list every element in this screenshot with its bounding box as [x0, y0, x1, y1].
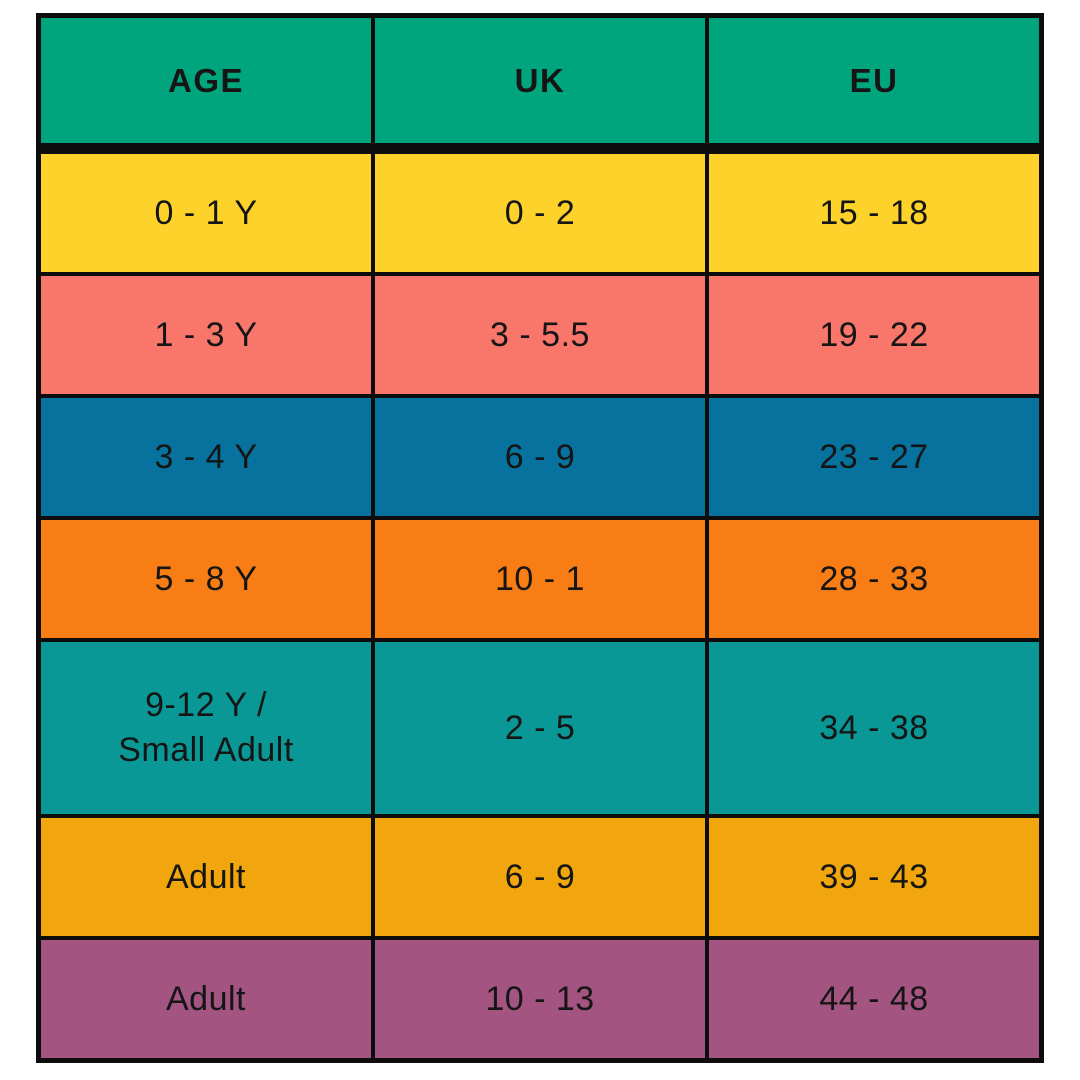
eu-cell: 28 - 33: [705, 520, 1039, 638]
uk-cell: 6 - 9: [371, 818, 705, 936]
column-header-age: AGE: [167, 61, 244, 99]
eu-cell: 19 - 22: [705, 276, 1039, 394]
eu-cell: 15 - 18: [705, 154, 1039, 272]
age-cell: 3 - 4 Y: [154, 437, 258, 476]
age-cell: 1 - 3 Y: [154, 315, 258, 354]
column-header-uk: UK: [371, 18, 705, 143]
eu-cell: 34 - 38: [705, 642, 1039, 814]
table-row: 3 - 4 Y 6 - 9 23 - 27: [41, 394, 1039, 516]
age-cell: Adult: [166, 857, 246, 896]
size-conversion-table: AGE UK EU 0 - 1 Y 0 - 2 15 - 18 1 - 3 Y …: [36, 13, 1044, 1063]
eu-cell: 39 - 43: [705, 818, 1039, 936]
age-cell: 9-12 Y / Small Adult: [118, 686, 294, 769]
uk-cell: 10 - 1: [371, 520, 705, 638]
table-row: Adult 6 - 9 39 - 43: [41, 814, 1039, 936]
table-row: 0 - 1 Y 0 - 2 15 - 18: [41, 154, 1039, 272]
uk-cell: 3 - 5.5: [371, 276, 705, 394]
eu-cell: 23 - 27: [705, 398, 1039, 516]
uk-cell: 10 - 13: [371, 940, 705, 1058]
age-cell: Adult: [166, 979, 246, 1018]
table-row: Adult 10 - 13 44 - 48: [41, 936, 1039, 1058]
table-row: 5 - 8 Y 10 - 1 28 - 33: [41, 516, 1039, 638]
table-row: 9-12 Y / Small Adult 2 - 5 34 - 38: [41, 638, 1039, 814]
uk-cell: 2 - 5: [371, 642, 705, 814]
uk-cell: 6 - 9: [371, 398, 705, 516]
uk-cell: 0 - 2: [371, 154, 705, 272]
table-header-row: AGE UK EU: [41, 18, 1039, 154]
age-cell: 5 - 8 Y: [154, 559, 258, 598]
age-cell: 0 - 1 Y: [154, 193, 258, 232]
table-row: 1 - 3 Y 3 - 5.5 19 - 22: [41, 272, 1039, 394]
column-header-eu: EU: [705, 18, 1039, 143]
eu-cell: 44 - 48: [705, 940, 1039, 1058]
